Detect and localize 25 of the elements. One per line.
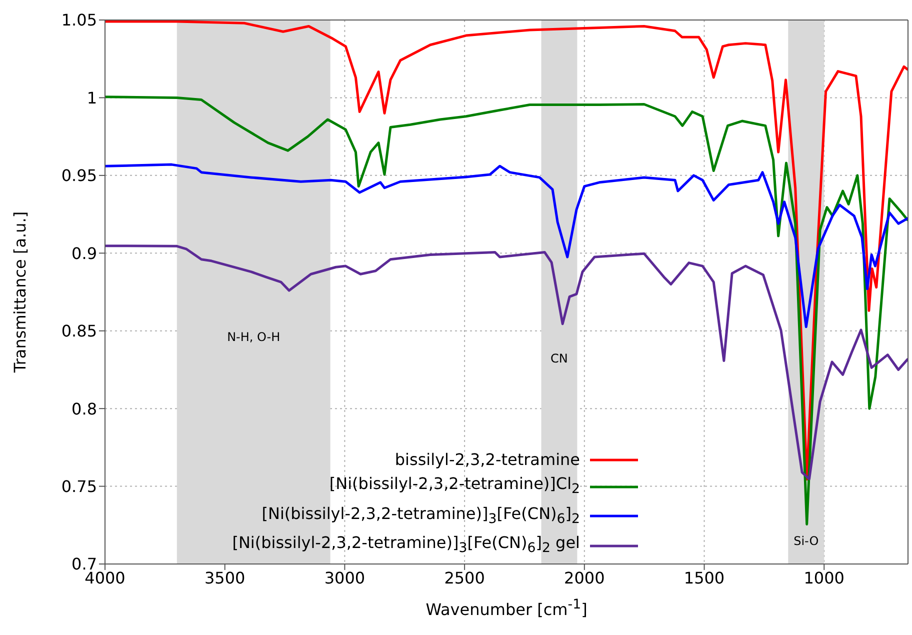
y-tick-label: 0.75 — [61, 476, 97, 496]
band-label: N-H, O-H — [227, 330, 280, 344]
line-series — [105, 96, 908, 526]
y-tick-label: 1.05 — [61, 10, 97, 30]
y-axis-title: Transmittance [a.u.] — [10, 211, 30, 374]
legend-label: bissilyl-2,3,2-tetramine — [394, 449, 580, 472]
band-label: Si-O — [794, 534, 819, 548]
line-series — [105, 163, 908, 328]
x-tick-label: 2500 — [444, 568, 485, 588]
legend-label: [Ni(bissilyl-2,3,2-tetramine)]$_{3}$[Fe(CN)$_{6}$]$_{2}$ — [262, 502, 580, 529]
x-tick-label: 1500 — [684, 568, 725, 588]
y-tick-label: 0.9 — [72, 244, 97, 263]
band-label: CN — [550, 352, 568, 366]
legend-label: [Ni(bissilyl-2,3,2-tetramine)]$_{3}$[Fe(CN)$_{6}$]$_{2}$ gel — [232, 532, 580, 558]
y-tick-label: 1 — [86, 88, 97, 108]
legend-label: [Ni(bissilyl-2,3,2-tetramine)]Cl$_{2}$ — [329, 472, 580, 500]
x-tick-label: 4000 — [84, 568, 126, 588]
x-tick-label: 1000 — [804, 568, 844, 588]
x-tick-label: 2000 — [564, 568, 605, 588]
x-tick-label: 3500 — [204, 568, 246, 588]
y-tick-label: 0.85 — [61, 322, 97, 341]
y-tick-label: 0.8 — [72, 399, 97, 418]
x-tick-label: 3000 — [324, 568, 366, 588]
y-tick-label: 0.95 — [61, 166, 97, 186]
x-axis-title: Wavenumber [cm$^{-1}$] — [426, 598, 588, 620]
